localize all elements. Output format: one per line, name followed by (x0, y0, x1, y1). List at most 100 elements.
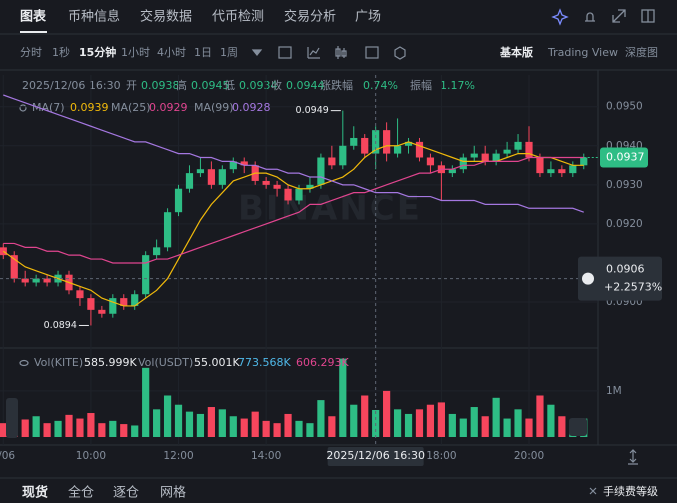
volume-bar (65, 414, 73, 437)
candle-icon[interactable] (335, 46, 347, 59)
settings-icon[interactable] (365, 46, 379, 59)
volume-bar (492, 397, 500, 437)
volume-bar (273, 423, 281, 437)
volume-bar (339, 358, 347, 437)
candle-body (32, 278, 40, 283)
volume-bar (218, 409, 226, 437)
nav-tab[interactable]: 交易数据 (140, 9, 192, 25)
bottom-tab[interactable]: 现货 (22, 485, 48, 501)
ma-legend-name: MA(7) (32, 101, 65, 114)
volume-bar (547, 404, 555, 437)
chart-icon[interactable] (307, 47, 320, 59)
crosshair-time: 2025/12/06 16:30 (326, 449, 425, 462)
eye-icon[interactable] (19, 359, 29, 367)
watermark: BINANCE (238, 189, 422, 229)
candle-body (98, 309, 106, 314)
volume-legend: 773.568K (238, 356, 291, 369)
volume-bar (54, 420, 62, 437)
volume-bar (350, 404, 358, 437)
expand-icon[interactable] (612, 9, 626, 23)
volume-bar (514, 409, 522, 437)
volume-bar (131, 425, 139, 437)
volume-bar (503, 418, 511, 437)
candle-body (580, 157, 588, 166)
bell-icon[interactable] (585, 12, 595, 22)
ai-icon[interactable] (551, 8, 569, 26)
bottom-tab[interactable]: 全仓 (68, 485, 94, 501)
y-tick-label: 0.0930 (606, 179, 643, 191)
interval-tab[interactable]: 4小时 (157, 46, 186, 59)
volume-bar (142, 367, 150, 437)
nav-tab[interactable]: 广场 (355, 10, 381, 25)
candle-body (470, 153, 478, 158)
view-tab[interactable]: 深度图 (625, 45, 658, 59)
x-tick-label: 14:00 (251, 450, 281, 462)
toolbar-icons[interactable] (19, 46, 638, 495)
candle-body (207, 169, 215, 185)
bottom-tab[interactable]: 逐仓 (113, 486, 139, 501)
view-tab[interactable]: Trading View (547, 46, 618, 59)
fee-link[interactable]: 手续费等级 (603, 484, 658, 498)
volume-bar (262, 420, 270, 437)
candle-body (514, 141, 522, 150)
indicator-icon[interactable] (278, 46, 292, 59)
nav-tab[interactable]: 币种信息 (68, 9, 120, 25)
candle-body (547, 169, 555, 174)
interval-tab[interactable]: 1小时 (121, 46, 150, 59)
hex-icon[interactable] (394, 46, 406, 60)
volume-bar (470, 407, 478, 437)
volume-bar (174, 404, 183, 437)
info-label: 涨跌幅 (320, 78, 353, 92)
nav-tab[interactable]: 交易分析 (284, 9, 336, 25)
volume-bar (426, 404, 435, 437)
candle-body (361, 137, 369, 154)
volume-bar (76, 418, 84, 437)
volume-bar (207, 407, 215, 437)
info-value: 0.0938 (141, 79, 180, 92)
x-tick-label: 12:00 (163, 450, 193, 462)
volume-bar (229, 416, 237, 437)
bottom-tab[interactable]: 网格 (160, 485, 186, 501)
x-tick-label: 10:00 (76, 450, 106, 462)
scroll-left[interactable] (6, 398, 18, 438)
interval-tab[interactable]: 15分钟 (79, 45, 116, 59)
header-icons[interactable] (551, 8, 655, 26)
ma-legend-name: MA(99) (194, 101, 234, 114)
nav-tab[interactable]: 代币检测 (212, 10, 264, 25)
info-label: 开 (126, 79, 137, 92)
candle-body (218, 169, 226, 185)
candle-body (448, 169, 456, 174)
interval-tab[interactable]: 1周 (220, 46, 238, 59)
candle-body (273, 184, 281, 189)
info-value: 0.0944 (286, 79, 325, 92)
y-tick-label: 1M (606, 385, 622, 397)
volume-bar (153, 409, 161, 437)
interval-tab[interactable]: 分时 (20, 46, 42, 59)
info-time: 2025/12/06 16:30 (22, 79, 121, 92)
interval-tab[interactable]: 1秒 (52, 45, 70, 59)
candle-body (142, 255, 150, 295)
volume-bar (536, 395, 544, 437)
crosshair-box (578, 256, 662, 301)
candle-body (404, 141, 413, 146)
extreme-label: 0.0949 (296, 105, 329, 116)
eye-icon[interactable] (19, 104, 27, 112)
volume-bar (306, 423, 314, 437)
add-alert[interactable] (582, 272, 594, 285)
interval-tab[interactable]: 1日 (194, 46, 212, 59)
candle-body (10, 255, 18, 279)
volume-legend: 606.293K (296, 356, 349, 369)
view-tab[interactable]: 基本版 (499, 45, 533, 59)
candle-body (317, 157, 325, 185)
axis-icon[interactable] (628, 449, 638, 465)
nav-tab[interactable]: 图表 (20, 9, 47, 25)
x-tick-label: 18:00 (426, 450, 456, 462)
scroll-right[interactable] (569, 418, 587, 436)
info-label: 低 (224, 79, 235, 92)
candle-body (229, 161, 237, 170)
x-tick-label: 20:00 (514, 450, 544, 462)
info-value: 0.74% (363, 79, 398, 92)
candle-body (174, 188, 183, 213)
dropdown[interactable] (251, 49, 263, 56)
